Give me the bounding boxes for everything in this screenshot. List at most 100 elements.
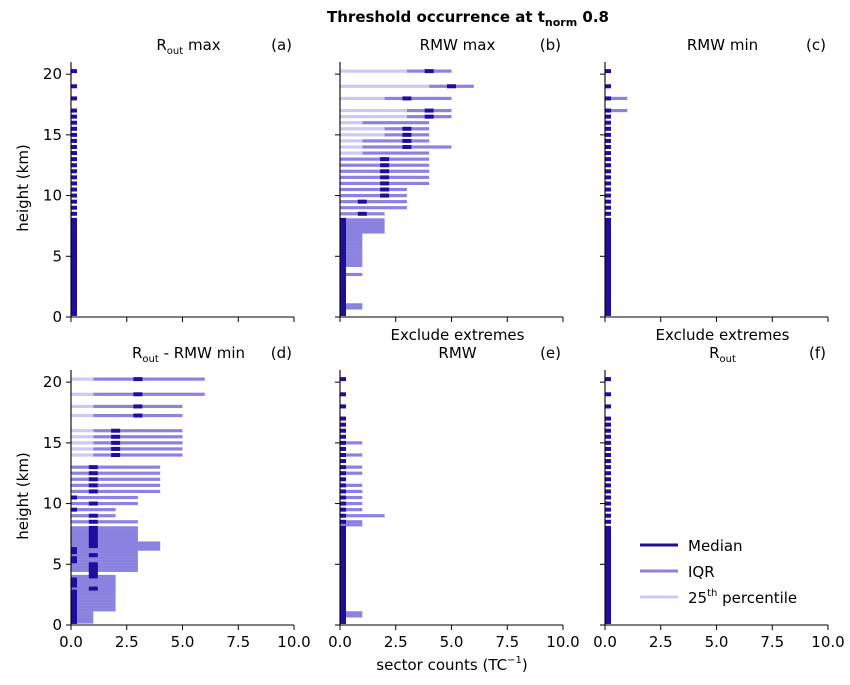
- y-axis-label-bottom: height (km): [14, 452, 32, 540]
- iqr-bar: [340, 236, 363, 240]
- median-marker: [340, 404, 346, 409]
- x-tick-label: 7.5: [495, 633, 519, 651]
- median-marker: [605, 181, 611, 186]
- median-marker: [88, 513, 98, 518]
- median-marker: [71, 223, 77, 228]
- median-marker: [340, 242, 346, 247]
- median-marker: [380, 163, 390, 168]
- median-marker: [340, 534, 346, 539]
- p25-bar: [71, 435, 94, 439]
- iqr-bar: [340, 260, 363, 264]
- iqr-bar: [340, 239, 363, 243]
- median-marker: [380, 175, 390, 180]
- median-marker: [340, 544, 346, 549]
- median-marker: [605, 114, 611, 119]
- p25-bar: [340, 127, 385, 131]
- median-marker: [605, 236, 611, 241]
- iqr-bar: [93, 377, 205, 381]
- median-marker: [133, 413, 143, 418]
- iqr-bar: [340, 465, 363, 469]
- median-marker: [605, 483, 611, 488]
- y-tick-label: 20: [43, 65, 62, 83]
- median-marker: [605, 416, 611, 421]
- iqr-bar: [340, 248, 363, 252]
- median-marker: [340, 550, 346, 555]
- iqr-bar: [71, 611, 94, 615]
- median-marker: [71, 239, 77, 244]
- iqr-bar: [71, 526, 138, 530]
- iqr-bar: [340, 251, 363, 255]
- median-marker: [71, 613, 77, 618]
- iqr-bar: [71, 620, 94, 624]
- iqr-bar: [71, 532, 138, 536]
- median-marker: [340, 541, 346, 546]
- median-marker: [380, 193, 390, 198]
- median-marker: [71, 230, 77, 234]
- median-marker: [71, 226, 77, 231]
- median-marker: [605, 163, 611, 168]
- median-marker: [340, 392, 346, 397]
- median-marker: [88, 574, 98, 579]
- iqr-bar: [71, 489, 161, 494]
- p25-bar: [340, 151, 363, 155]
- median-marker: [605, 263, 611, 268]
- iqr-bar: [71, 544, 161, 548]
- iqr-bar: [71, 538, 138, 542]
- median-marker: [88, 586, 98, 591]
- median-marker: [340, 513, 346, 518]
- median-marker: [605, 69, 611, 74]
- iqr-bar: [340, 263, 363, 267]
- median-marker: [111, 428, 121, 433]
- median-marker: [605, 592, 611, 597]
- median-marker: [88, 528, 98, 533]
- median-marker: [605, 157, 611, 162]
- median-marker: [71, 120, 77, 125]
- median-marker: [340, 577, 346, 582]
- median-marker: [605, 272, 611, 277]
- median-marker: [605, 453, 611, 457]
- median-marker: [605, 607, 611, 612]
- x-tick-label: 5.0: [171, 633, 195, 651]
- median-marker: [340, 547, 346, 552]
- median-marker: [605, 242, 611, 247]
- iqr-bar: [340, 483, 363, 487]
- median-marker: [71, 592, 77, 597]
- median-marker: [605, 302, 611, 307]
- median-marker: [71, 616, 77, 621]
- median-marker: [605, 525, 611, 530]
- p25-bar: [340, 145, 363, 149]
- median-marker: [340, 440, 346, 445]
- iqr-bar: [340, 495, 363, 500]
- median-marker: [88, 477, 98, 482]
- iqr-bar: [71, 580, 116, 585]
- median-marker: [71, 163, 77, 168]
- median-marker: [88, 501, 98, 506]
- median-marker: [133, 404, 143, 409]
- x-tick-label: 10.0: [811, 633, 844, 651]
- median-marker: [71, 199, 77, 204]
- iqr-bar: [71, 614, 94, 618]
- iqr-bar: [71, 602, 116, 606]
- median-marker: [605, 562, 611, 567]
- median-marker: [88, 519, 98, 524]
- median-marker: [605, 230, 611, 234]
- median-marker: [71, 281, 77, 286]
- median-marker: [71, 132, 77, 137]
- iqr-bar: [93, 392, 205, 396]
- p25-bar: [71, 453, 94, 457]
- median-marker: [605, 595, 611, 600]
- iqr-bar: [71, 547, 161, 551]
- iqr-bar: [605, 108, 628, 113]
- median-marker: [71, 245, 77, 250]
- iqr-bar: [340, 221, 385, 225]
- median-marker: [402, 126, 412, 131]
- iqr-bar: [71, 550, 138, 554]
- median-marker: [402, 96, 412, 101]
- iqr-bar: [340, 230, 385, 234]
- median-marker: [340, 236, 346, 241]
- median-marker: [340, 233, 346, 238]
- median-marker: [88, 483, 98, 488]
- median-marker: [71, 290, 77, 295]
- iqr-bar: [605, 96, 628, 101]
